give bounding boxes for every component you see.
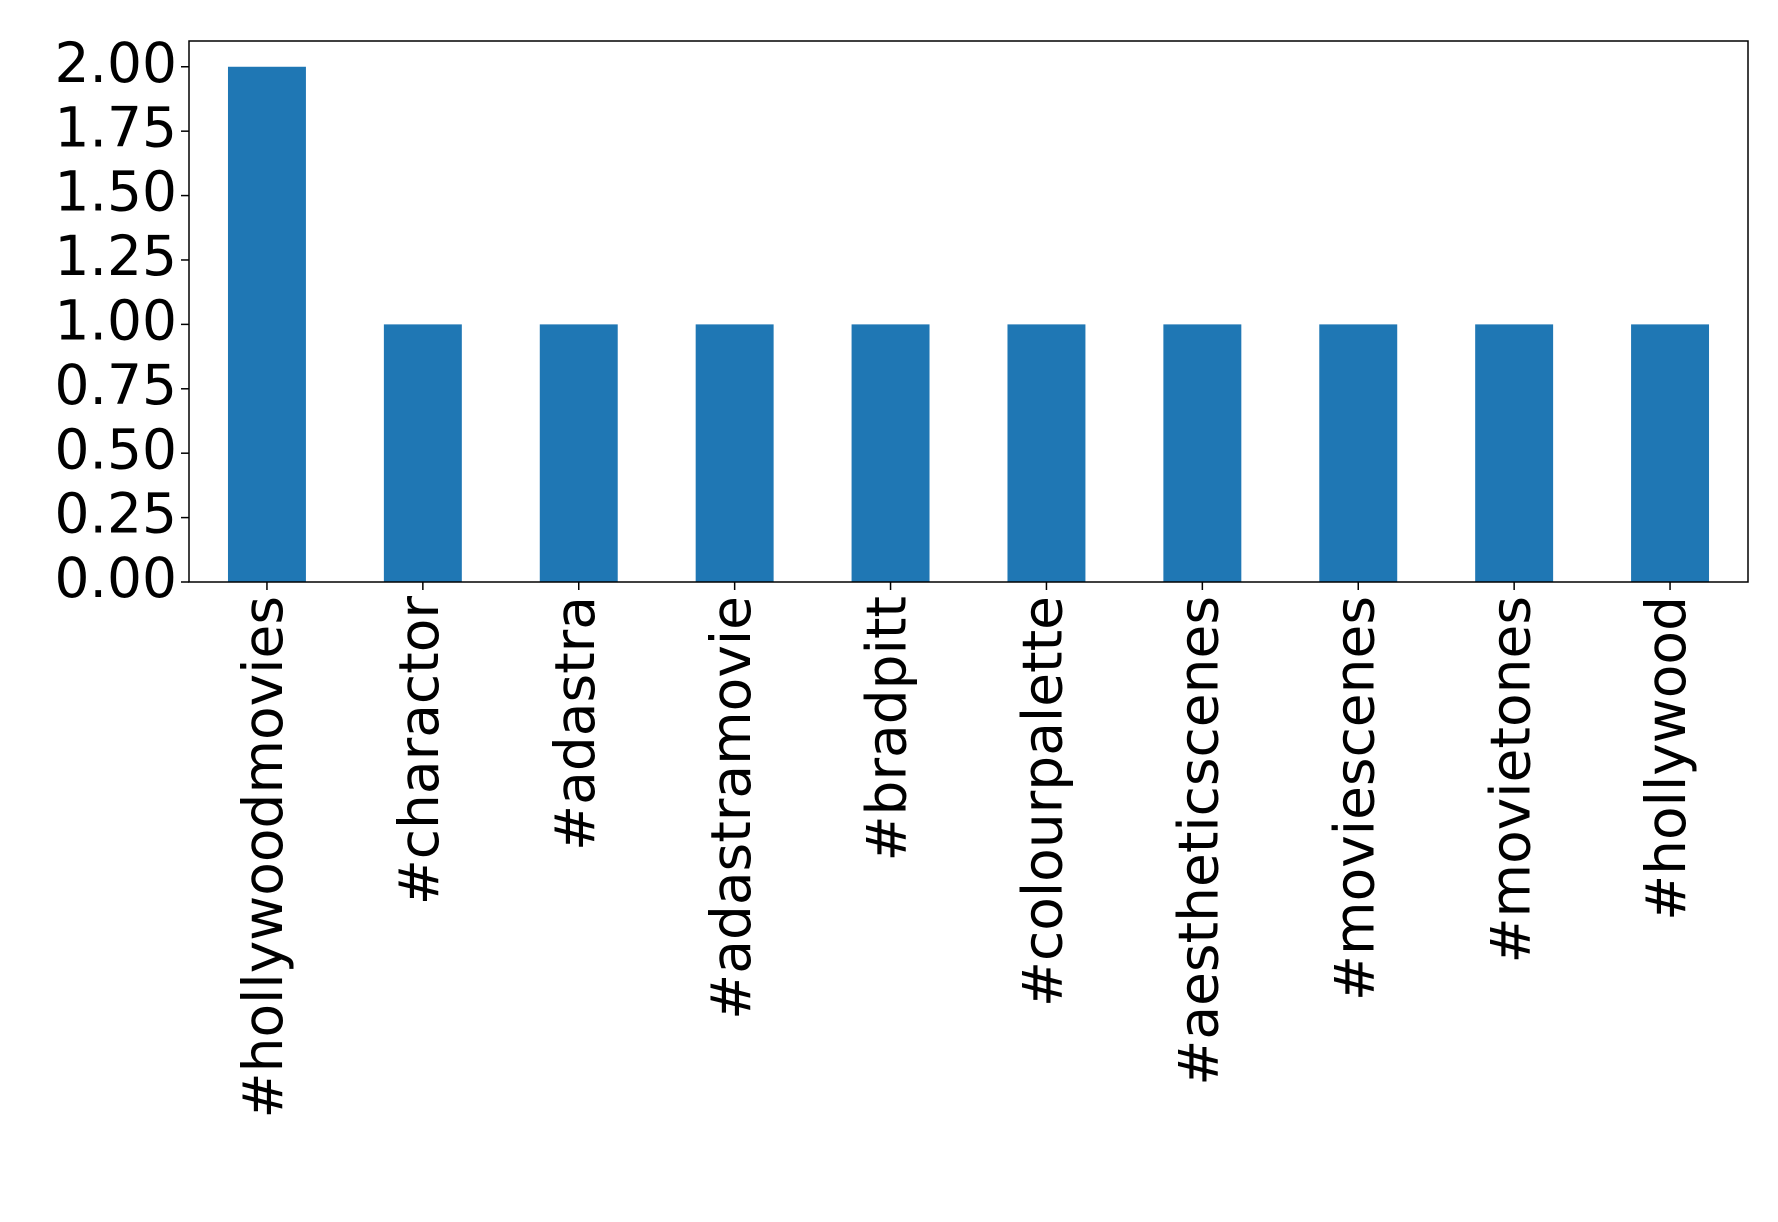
y-tick-label: 1.00 [55, 289, 177, 353]
y-tick-label: 0.50 [55, 417, 177, 481]
x-tick-label: #hollywoodmovies [231, 596, 295, 1118]
y-tick-label: 1.50 [55, 160, 177, 224]
plot-frame [188, 40, 1749, 583]
x-tick-label: #hollywood [1634, 596, 1698, 921]
x-tick-label: #colourpalette [1011, 596, 1075, 1007]
x-tick-label: #adastramovie [699, 596, 763, 1020]
bar [539, 324, 618, 582]
x-tick-label: #moviescenes [1322, 596, 1386, 1001]
bar [1475, 324, 1554, 582]
x-tick-label: #movietones [1478, 596, 1542, 964]
bar [695, 324, 774, 582]
bar [1631, 324, 1710, 582]
bar [1007, 324, 1086, 582]
x-tick-label: #bradpitt [855, 596, 919, 862]
bar [383, 324, 462, 582]
y-tick-label: 0.00 [55, 546, 177, 610]
bar [227, 66, 306, 582]
bar [1163, 324, 1242, 582]
x-tick-label: #adastra [543, 596, 607, 851]
bar [1319, 324, 1398, 582]
y-tick-label: 1.25 [55, 224, 177, 288]
y-tick-label: 0.75 [55, 353, 177, 417]
y-tick-label: 2.00 [55, 31, 177, 95]
y-tick-label: 1.75 [55, 95, 177, 159]
bar [851, 324, 930, 582]
x-tick-label: #aestheticscenes [1166, 596, 1230, 1086]
x-tick-label: #charactor [387, 596, 451, 906]
y-tick-label: 0.25 [55, 482, 177, 546]
